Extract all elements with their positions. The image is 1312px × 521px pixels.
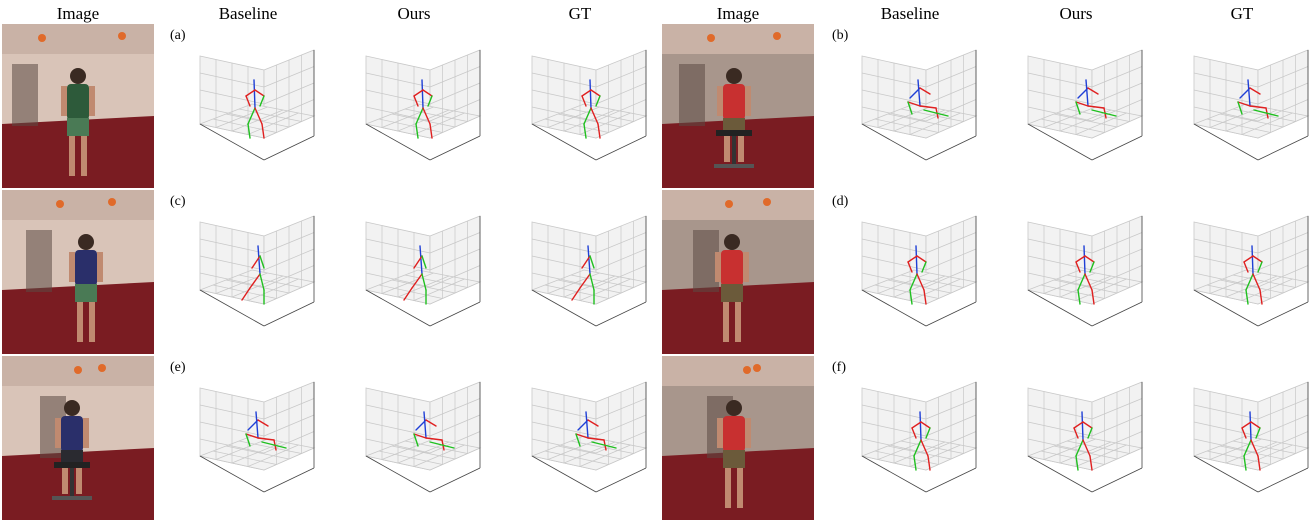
- row-label: (d): [832, 194, 849, 209]
- pose-plot-ours: [1010, 40, 1150, 175]
- pose-plot-ours: [348, 372, 488, 507]
- pose-plot-ours: [1010, 372, 1150, 507]
- photo-person-standing-back-view-red-shirt: [662, 356, 814, 520]
- photo-person-seated-on-chair-back-view: [2, 356, 154, 520]
- pose-plot-baseline: [844, 372, 984, 507]
- column-header-2: Baseline: [218, 4, 278, 23]
- pose-plot-gt: [1176, 40, 1312, 175]
- pose-plot-baseline: [182, 40, 322, 175]
- photo-person-walking-back-view: [2, 190, 154, 354]
- pose-plot-ours: [348, 206, 488, 341]
- photo-person-standing-green-shorts: [2, 24, 154, 188]
- column-header-3: Ours: [397, 4, 431, 23]
- column-header-4: GT: [568, 4, 592, 23]
- row-label: (f): [832, 360, 846, 375]
- pose-plot-gt: [514, 372, 654, 507]
- row-label: (b): [832, 28, 849, 43]
- pose-plot-ours: [1010, 206, 1150, 341]
- pose-plot-gt: [1176, 206, 1312, 341]
- pose-plot-baseline: [182, 206, 322, 341]
- column-header-7: Ours: [1059, 4, 1093, 23]
- photo-person-back-view-hands-on-hips: [662, 190, 814, 354]
- column-header-1: Image: [56, 4, 100, 23]
- row-label: (a): [170, 28, 186, 43]
- pose-plot-ours: [348, 40, 488, 175]
- column-header-6: Baseline: [880, 4, 940, 23]
- column-header-5: Image: [716, 4, 760, 23]
- photo-person-seated-red-shirt: [662, 24, 814, 188]
- row-label: (e): [170, 360, 186, 375]
- row-label: (c): [170, 194, 186, 209]
- pose-plot-gt: [1176, 372, 1312, 507]
- pose-plot-gt: [514, 206, 654, 341]
- pose-plot-baseline: [844, 40, 984, 175]
- pose-plot-baseline: [844, 206, 984, 341]
- pose-plot-gt: [514, 40, 654, 175]
- pose-plot-baseline: [182, 372, 322, 507]
- column-header-8: GT: [1230, 4, 1254, 23]
